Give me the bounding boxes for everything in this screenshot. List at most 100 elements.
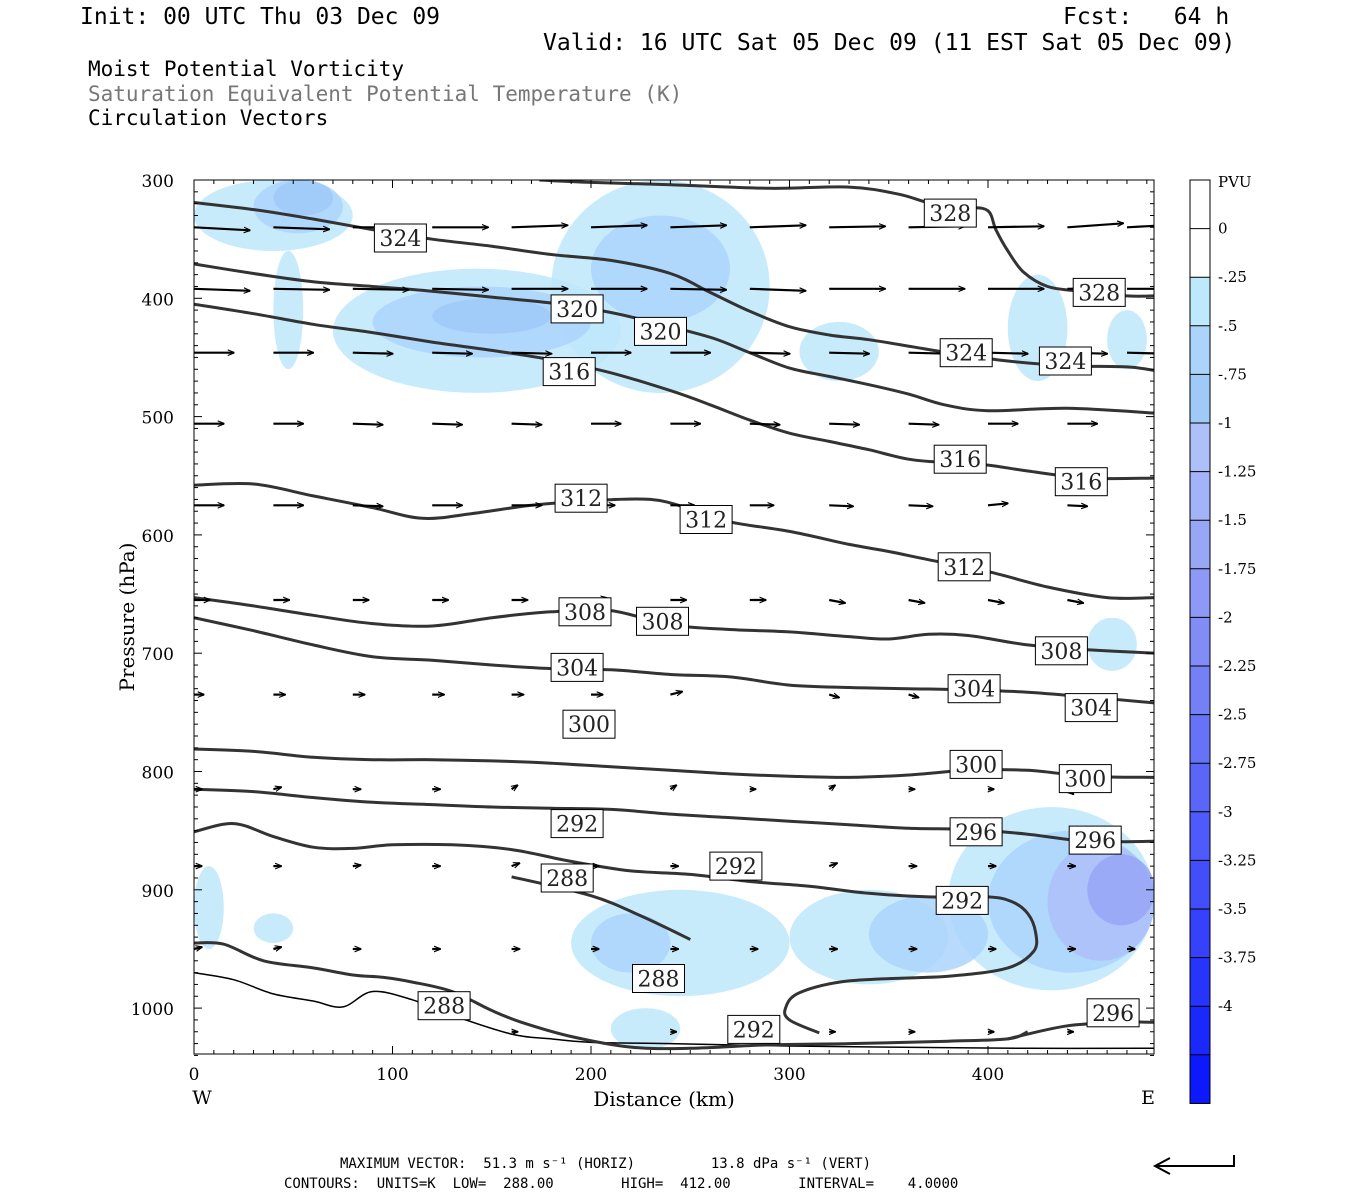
valid-time: Valid: 16 UTC Sat 05 Dec 09 (11 EST Sat … [543,30,1236,56]
circulation-vector [987,503,1008,505]
contour-label-292: 292 [941,889,983,914]
colorbar-band [1190,617,1210,667]
pv-region [273,180,334,216]
circulation-vector [987,600,1004,603]
contour-label-300: 300 [955,753,997,778]
x-tick-label: 300 [773,1065,805,1085]
contour-label-box [1038,346,1092,376]
circulation-vector [670,289,726,290]
circulation-vector [1126,351,1154,355]
circulation-vector [512,785,518,789]
y-tick-label: 600 [142,527,174,547]
colorbar-band [1190,1054,1210,1104]
contour-label-box [550,809,604,839]
pv-region [253,913,294,943]
y-tick-label: 500 [142,409,174,429]
x-tick-label: 200 [575,1065,607,1085]
contour-info-note: CONTOURS: UNITS=K LOW= 288.00 HIGH= 412.… [284,1176,959,1192]
pv-colorbar: PVU 0 -.25 -.5 -.75 -1 -1.25 -1.5 -1.75 -2 -2.25 -2… [1189,173,1256,1104]
circulation-vector [194,289,250,291]
y-tick-label: 400 [142,290,174,310]
contour-label-box [947,674,1001,704]
contour-label-box [949,817,1003,847]
colorbar-tick-label: -4 [1218,997,1233,1015]
circulation-vector [432,353,472,354]
colorbar-band [1190,180,1210,230]
contour-label-box [562,709,616,739]
colorbar-band [1190,909,1210,959]
y-tick-label: 300 [142,172,174,192]
contour-label-312: 312 [685,509,727,534]
colorbar-tick-label: -2 [1218,608,1233,626]
contour-label-box [1072,277,1126,307]
colorbar-band [1190,228,1210,278]
pv-region [1087,854,1154,926]
contour-label-304: 304 [556,656,598,681]
pv-region [591,215,730,322]
colorbar-tick-label: -1.25 [1218,463,1256,481]
contour-label-316: 316 [939,448,981,473]
contour-label-box [558,597,612,627]
colorbar-band [1190,325,1210,375]
circulation-vector [749,289,806,291]
colorbar-tick-label: -.75 [1218,365,1247,383]
contour-label-300: 300 [1064,768,1106,793]
colorbar-tick-label: -1 [1218,414,1233,432]
contour-label-316: 316 [1060,471,1102,496]
contour-label-292: 292 [556,813,598,838]
circulation-vector [828,695,839,698]
contour-labels: 328 328 324 324 324 320 320 316 316 316 312 312 312 3… [373,198,1140,1044]
circulation-vector [352,505,383,506]
contour-line-292 [194,822,1039,1035]
contour-label-box [939,338,993,368]
circulation-vector [1067,600,1083,603]
colorbar-tick-label: -1.75 [1218,560,1256,578]
contour-label-box [632,964,685,993]
contour-line-312 [194,481,1154,600]
contour-label-312: 312 [943,556,985,581]
circulation-vector [352,424,383,425]
circulation-vector [670,785,676,789]
x-west-label: W [192,1087,212,1109]
contour-label-box [935,885,989,915]
colorbar-tick-label: -2.5 [1218,706,1247,724]
circulation-vector [352,353,393,354]
colorbar-tick-label: -3 [1218,803,1233,821]
circulation-vector [670,692,682,695]
contour-label-box [554,483,608,513]
circulation-vector [194,226,250,230]
contour-label-316: 316 [548,361,590,386]
forecast-hour: Fcst: 64 h [1063,4,1230,30]
colorbar-band [1190,374,1210,424]
contour-line-308 [194,596,1154,655]
circulation-vector [511,424,542,425]
colorbar-band [1190,763,1210,813]
colorbar-frame [1189,179,1211,1104]
circulation-vector [749,424,780,425]
contour-label-308: 308 [1040,640,1082,665]
circulation-vector [511,862,520,866]
circulation-vector [828,600,845,603]
circulation-vector [829,785,835,789]
y-tick-label: 800 [142,764,174,784]
y-tick-label: 1000 [131,1000,174,1020]
colorbar-tick-label: -2.25 [1218,657,1256,675]
init-time: Init: 00 UTC Thu 03 Dec 09 [80,4,441,30]
colorbar-band [1190,423,1210,473]
contour-label-324: 324 [945,342,987,367]
circulation-vector [273,947,281,949]
colorbar-band [1190,811,1210,861]
circulation-vector [908,695,919,698]
contour-label-308: 308 [564,601,606,626]
colorbar-tick-label: -.5 [1218,317,1237,335]
circulation-vector [987,353,1028,354]
circulation-vector [829,353,869,354]
circulation-vector [987,226,1044,227]
x-axis-title: Distance (km) [593,1087,735,1111]
contour-label-box [1058,764,1112,794]
colorbar-tick-label: 0 [1218,220,1228,238]
x-tick-label: 400 [972,1065,1004,1085]
circulation-vector [352,865,361,866]
circulation-vector [1067,223,1123,229]
